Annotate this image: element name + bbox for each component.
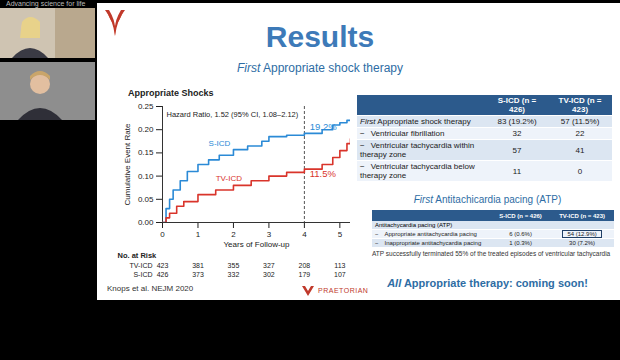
html-text:Appropriate antitachycardia pa: Appropriate antitachycardia pacing [384,231,477,237]
html-text:S-ICD (n = 426): S-ICD (n = 426) [499,212,542,219]
html-text:11: 11 [512,166,522,176]
svg-text:Cumulative Event Rate: Cumulative Event Rate [123,123,132,205]
svg-text:1: 1 [196,230,201,239]
svg-text:Hazard Ratio, 1.52 (95% CI, 1.: Hazard Ratio, 1.52 (95% CI, 1.08–2.12) [167,110,299,119]
svg-text:0.15: 0.15 [138,148,154,157]
svg-text:373: 373 [192,271,204,278]
svg-text:0: 0 [160,230,165,239]
html-text:First Appropriate shock therap: First Appropriate shock therapy [360,117,471,126]
html-text:57: 57 [512,145,522,155]
html-text:Inappropriate antitachycardia: Inappropriate antitachycardia pacing [384,240,482,246]
html-text:Ventricular tachycardia within: Ventricular tachycardia within therapy z… [360,141,475,159]
html-text:TV-ICD (n = 423): TV-ICD (n = 423) [558,96,602,114]
svg-text:19.2%: 19.2% [310,121,337,132]
svg-text:0.10: 0.10 [138,172,154,181]
html-text:83 (19.2%): 83 (19.2%) [497,117,537,126]
svg-text:TV-ICD: TV-ICD [216,174,242,183]
svg-text:423: 423 [157,262,169,269]
svg-text:Years of Follow-up: Years of Follow-up [224,240,291,249]
html-text:All Appropriate therapy: comin: All Appropriate therapy: coming soon! [387,277,588,289]
svg-text:179: 179 [299,271,311,278]
svg-text:426: 426 [157,271,169,278]
svg-text:208: 208 [299,262,311,269]
svg-text:113: 113 [334,262,345,269]
svg-text:No. at Risk: No. at Risk [118,251,158,260]
html-text:22: 22 [575,129,585,138]
html-text:TV-ICD (n = 423): TV-ICD (n = 423) [559,212,605,219]
svg-text:S-ICD: S-ICD [209,139,231,148]
html-text:32: 32 [512,129,522,138]
svg-text:3: 3 [267,230,272,239]
html-text:57 (11.5%): 57 (11.5%) [560,117,600,126]
svg-text:332: 332 [228,271,240,278]
html-text:First Antitachicardia pacing (: First Antitachicardia pacing (ATP) [413,194,562,205]
svg-text:0.00: 0.00 [138,218,154,227]
svg-text:S-ICD: S-ICD [133,271,152,278]
html-text:Appropriate Shocks: Appropriate Shocks [128,88,214,98]
html-text:Results: Results [265,20,375,53]
html-text:0: 0 [577,166,583,176]
svg-text:11.5%: 11.5% [310,168,337,179]
html-text:S-ICD (n = 426): S-ICD (n = 426) [497,96,537,114]
html-text:PRAETORIAN: PRAETORIAN [318,287,369,295]
svg-text:2: 2 [231,230,236,239]
html-text:6 (0.6%): 6 (0.6%) [509,231,532,237]
html-text:First Appropriate shock therap: First Appropriate shock therapy [237,61,403,75]
svg-text:107: 107 [334,271,346,278]
html-text:Ventricular fibrillation: Ventricular fibrillation [370,129,445,138]
html-text:Advancing science for life: Advancing science for life [6,0,86,7]
html-text:41: 41 [575,145,585,155]
svg-text:0.05: 0.05 [138,195,154,204]
svg-text:302: 302 [263,271,275,278]
html-text:ATP successfully terminated 55: ATP successfully terminated 55% of the t… [372,250,611,257]
svg-text:5: 5 [338,230,343,239]
svg-text:355: 355 [228,262,240,269]
html-text:Antitachycardia pacing (ATP): Antitachycardia pacing (ATP) [375,222,453,228]
svg-text:0.20: 0.20 [138,125,154,134]
html-text:54 (12.9%): 54 (12.9%) [567,231,597,237]
svg-text:0.25: 0.25 [138,102,154,111]
html-text:Ventricular tachycardia below: Ventricular tachycardia below therapy zo… [360,162,475,180]
html-text:1 (0.3%): 1 (0.3%) [509,240,532,246]
svg-text:327: 327 [263,262,275,269]
svg-text:4: 4 [302,230,307,239]
svg-text:TV-ICD: TV-ICD [130,262,153,269]
html-text:Knops et al. NEJM 2020: Knops et al. NEJM 2020 [107,284,194,293]
svg-text:381: 381 [192,262,204,269]
html-text:30 (7.2%): 30 (7.2%) [569,240,596,246]
